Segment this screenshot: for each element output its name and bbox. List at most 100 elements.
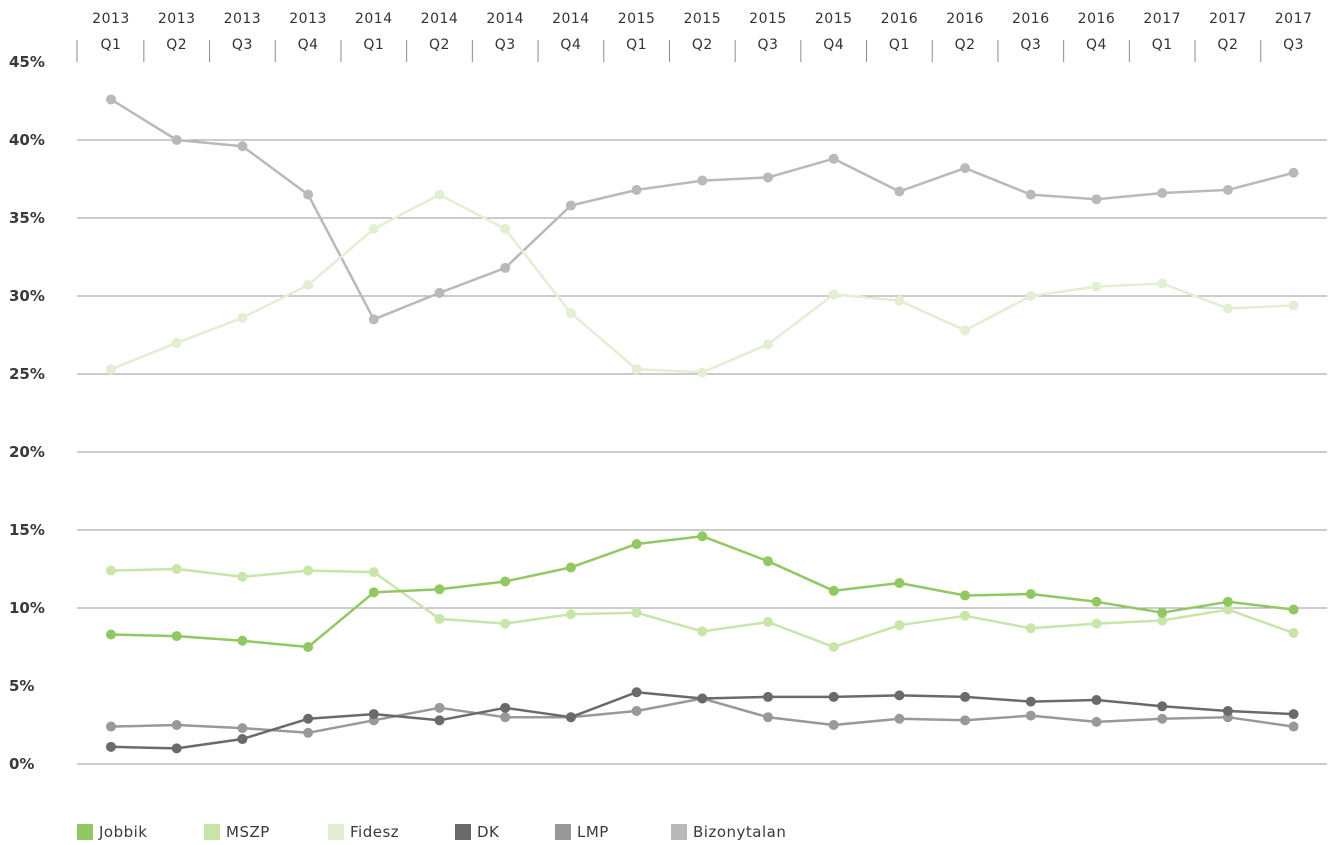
data-point <box>763 339 773 350</box>
data-point <box>894 690 905 701</box>
data-point <box>565 712 576 723</box>
data-point <box>1157 278 1168 289</box>
data-point <box>763 556 773 567</box>
x-tick-quarter: Q1 <box>889 37 910 53</box>
data-point <box>106 629 116 640</box>
x-tick-quarter: Q3 <box>1020 37 1041 53</box>
x-tick-quarter: Q2 <box>955 37 976 53</box>
x-tick-year: 2014 <box>486 11 524 27</box>
data-point <box>894 713 905 724</box>
legend-swatch <box>555 824 571 840</box>
legend-item-bizonytalan: Bizonytalan <box>671 823 821 841</box>
x-tick-quarter: Q2 <box>1217 37 1238 53</box>
x-tick-year: 2015 <box>683 11 721 27</box>
data-point <box>1288 167 1299 178</box>
data-point <box>368 587 379 598</box>
data-point <box>171 631 182 642</box>
data-point <box>960 691 971 702</box>
data-point <box>171 135 182 145</box>
x-tick-year: 2017 <box>1275 11 1313 27</box>
y-tick-label: 35% <box>9 209 45 227</box>
series-line <box>110 193 1294 374</box>
data-point <box>1091 618 1102 629</box>
x-tick-quarter: Q1 <box>101 37 122 53</box>
data-point <box>1288 604 1299 615</box>
data-point <box>1222 596 1233 607</box>
x-tick-year: 2013 <box>158 11 196 27</box>
data-point <box>960 715 971 726</box>
data-point <box>171 743 182 754</box>
data-point <box>763 712 773 723</box>
x-tick-quarter: Q1 <box>1152 37 1173 53</box>
legend-label: DK <box>477 823 500 841</box>
x-tick-year: 2014 <box>421 11 459 27</box>
x-tick-quarter: Q3 <box>495 37 516 53</box>
data-point <box>303 280 314 291</box>
data-point <box>303 565 314 576</box>
data-point <box>697 693 708 704</box>
data-point <box>631 687 642 698</box>
x-tick-year: 2017 <box>1209 11 1247 27</box>
y-tick-label: 5% <box>9 677 34 695</box>
data-point <box>500 262 511 273</box>
data-point <box>894 186 905 197</box>
data-point <box>368 223 379 234</box>
x-tick-quarter: Q2 <box>429 37 450 53</box>
data-point <box>106 565 116 576</box>
data-point <box>763 172 773 183</box>
x-tick-quarter: Q3 <box>758 37 779 53</box>
data-point <box>106 364 116 375</box>
y-tick-label: 30% <box>9 287 45 305</box>
data-point <box>631 705 642 716</box>
data-point <box>631 607 642 618</box>
data-point <box>303 727 314 738</box>
legend-label: Bizonytalan <box>693 823 787 841</box>
data-point <box>237 571 248 582</box>
data-point <box>960 163 971 174</box>
data-point <box>763 691 773 702</box>
y-tick-label: 40% <box>9 131 45 149</box>
data-point <box>1157 607 1168 618</box>
legend-label: LMP <box>577 823 609 841</box>
data-point <box>565 200 576 211</box>
data-point <box>1025 291 1036 301</box>
data-point <box>828 153 839 164</box>
legend-item-lmp: LMP <box>555 823 671 841</box>
y-tick-label: 20% <box>9 443 45 461</box>
data-point <box>237 723 248 734</box>
legend-swatch <box>671 824 687 840</box>
data-point <box>434 715 445 726</box>
series-fidesz <box>106 189 1299 378</box>
series-line <box>110 697 1294 735</box>
data-point <box>237 141 248 152</box>
data-point <box>1025 189 1036 200</box>
x-tick-quarter: Q1 <box>626 37 647 53</box>
data-point <box>500 702 511 713</box>
data-point <box>500 223 511 234</box>
data-point <box>828 691 839 702</box>
data-point <box>434 584 445 595</box>
data-point <box>1222 705 1233 716</box>
data-point <box>106 721 116 732</box>
data-point <box>894 620 905 631</box>
x-tick-year: 2013 <box>289 11 327 27</box>
data-point <box>894 578 905 589</box>
data-point <box>1157 713 1168 724</box>
x-tick-quarter: Q2 <box>692 37 713 53</box>
data-point <box>434 189 445 200</box>
y-axis: 0% 5% 10% 15% 20% 25% 30% 35% 40% 45% <box>9 53 45 773</box>
x-tick-quarter: Q1 <box>363 37 384 53</box>
data-point <box>171 564 182 574</box>
data-point <box>171 337 182 348</box>
data-point <box>894 295 905 306</box>
data-point <box>368 567 379 578</box>
data-point <box>434 287 445 298</box>
x-tick-year: 2014 <box>552 11 590 27</box>
data-point <box>828 585 839 596</box>
data-point <box>1222 604 1233 615</box>
data-point <box>697 175 708 186</box>
x-tick-quarter: Q4 <box>823 37 844 53</box>
data-point <box>960 325 971 336</box>
legend-swatch <box>77 824 93 840</box>
data-point <box>237 635 248 646</box>
